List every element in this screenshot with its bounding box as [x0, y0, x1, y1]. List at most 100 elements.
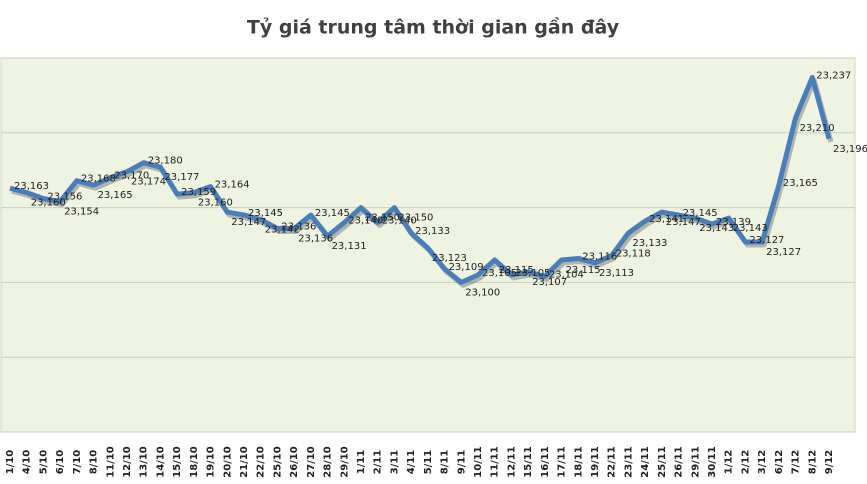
x-tick-label: 18/11: [573, 446, 584, 478]
data-label: 23,237: [816, 70, 851, 81]
x-tick-label: 9/12: [824, 450, 835, 475]
data-label: 23,145: [315, 208, 350, 219]
data-label: 23,165: [98, 190, 133, 201]
x-tick-label: 5/11: [423, 450, 434, 475]
x-tick-label: 9/11: [456, 450, 467, 475]
data-label: 23,118: [616, 248, 651, 259]
x-tick-label: 7/12: [791, 450, 802, 475]
x-tick-label: 6/12: [774, 450, 785, 475]
x-tick-label: 26/10: [289, 446, 300, 478]
x-tick-label: 11/11: [490, 446, 501, 478]
data-label: 23,163: [14, 181, 49, 192]
x-tick-label: 3/12: [757, 450, 768, 475]
data-label: 23,107: [532, 277, 567, 288]
x-tick-label: 2/11: [373, 450, 384, 475]
data-label: 23,145: [248, 208, 283, 219]
x-tick-label: 8/10: [89, 450, 100, 475]
x-tick-label: 14/10: [155, 446, 166, 478]
x-tick-label: 15/11: [523, 446, 534, 478]
data-label: 23,160: [31, 198, 66, 209]
x-tick-label: 27/10: [306, 446, 317, 478]
data-label: 23,150: [365, 213, 400, 224]
data-label: 23,170: [114, 171, 149, 182]
data-label: 23,168: [81, 174, 116, 185]
data-label: 23,141: [649, 214, 684, 225]
data-label: 23,140: [382, 216, 417, 227]
data-label: 23,143: [699, 223, 734, 234]
data-label: 23,154: [64, 207, 99, 218]
x-tick-label: 24/11: [640, 446, 651, 478]
data-label: 23,165: [783, 178, 818, 189]
data-label: 23,123: [432, 253, 467, 264]
x-tick-label: 25/11: [657, 446, 668, 478]
x-tick-label: 4/11: [406, 450, 417, 475]
x-tick-label: 19/10: [206, 446, 217, 478]
x-tick-label: 19/11: [590, 446, 601, 478]
x-tick-label: 2/12: [740, 450, 751, 475]
data-label: 23,210: [800, 123, 835, 134]
x-tick-label: 6/10: [55, 450, 66, 475]
x-tick-label: 1/11: [356, 450, 367, 475]
data-label: 23,159: [181, 187, 216, 198]
x-tick-label: 26/11: [674, 446, 685, 478]
x-tick-label: 28/10: [323, 446, 334, 478]
data-label: 23,147: [666, 217, 701, 228]
data-label: 23,105: [482, 268, 517, 279]
x-tick-label: 25/10: [272, 446, 283, 478]
x-tick-label: 29/11: [690, 446, 701, 478]
data-label: 23,143: [733, 223, 768, 234]
x-tick-label: 12/11: [506, 446, 517, 478]
line: [9, 74, 832, 285]
data-label: 23,109: [449, 262, 484, 273]
x-tick-label: 22/11: [607, 446, 618, 478]
x-tick-label: 22/10: [256, 446, 267, 478]
x-tick-label: 8/11: [440, 450, 451, 475]
x-tick-label: 1/10: [5, 450, 16, 475]
x-tick-label: 29/10: [339, 446, 350, 478]
data-label: 23,136: [281, 222, 316, 233]
data-label: 23,115: [566, 265, 601, 276]
data-label: 23,115: [499, 265, 534, 276]
data-label: 23,127: [766, 247, 801, 258]
chart-title: Tỷ giá trung tâm thời gian gần đây: [247, 16, 620, 39]
data-label: 23,142: [265, 225, 300, 236]
x-tick-label: 5/10: [38, 450, 49, 475]
data-label: 23,136: [298, 234, 333, 245]
x-tick-label: 3/11: [389, 450, 400, 475]
x-tick-label: 23/11: [623, 446, 634, 478]
x-tick-label: 17/11: [557, 446, 568, 478]
data-label: 23,145: [683, 208, 718, 219]
data-label: 23,147: [231, 217, 266, 228]
x-tick-label: 15/10: [172, 446, 183, 478]
data-label: 23,164: [215, 180, 250, 191]
data-label: 23,180: [148, 156, 183, 167]
x-tick-label: 20/10: [222, 446, 233, 478]
x-tick-label: 8/12: [807, 450, 818, 475]
x-tick-label: 12/10: [122, 446, 133, 478]
x-tick-label: 10/11: [473, 446, 484, 478]
x-tick-label: 18/10: [189, 446, 200, 478]
data-label: 23,133: [632, 238, 667, 249]
data-label: 23,131: [332, 241, 367, 252]
x-tick-label: 21/10: [239, 446, 250, 478]
x-tick-label: 13/10: [139, 446, 150, 478]
data-label: 23,174: [131, 177, 166, 188]
data-label: 23,160: [198, 198, 233, 209]
data-label: 23,104: [549, 269, 584, 280]
x-tick-label: 7/10: [72, 450, 83, 475]
data-label: 23,105: [515, 268, 550, 279]
data-label: 23,139: [716, 217, 751, 228]
x-tick-label: 30/11: [707, 446, 718, 478]
data-label: 23,177: [164, 172, 199, 183]
data-label: 23,113: [599, 268, 634, 279]
data-label: 23,127: [749, 235, 784, 246]
data-label: 23,156: [47, 192, 82, 203]
x-tick-label: 1/12: [724, 450, 735, 475]
x-tick-label: 16/11: [540, 446, 551, 478]
data-label: 23,196: [833, 144, 867, 155]
data-label: 23,116: [582, 251, 617, 262]
x-tick-label: 11/10: [105, 446, 116, 478]
data-label: 23,150: [398, 213, 433, 224]
x-tick-label: 4/10: [22, 450, 33, 475]
